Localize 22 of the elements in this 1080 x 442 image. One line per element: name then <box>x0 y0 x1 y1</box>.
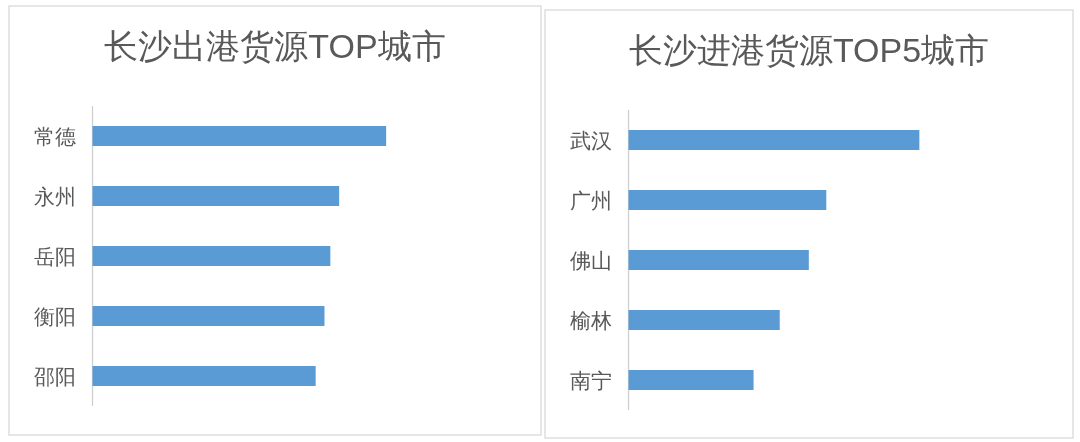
bar <box>92 366 316 386</box>
bar <box>628 310 780 330</box>
bar <box>92 186 340 206</box>
bar <box>92 246 331 266</box>
y-tick-label: 佛山 <box>569 248 612 272</box>
y-tick-label: 永州 <box>33 184 76 208</box>
y-tick-label: 岳阳 <box>33 244 76 268</box>
y-tick-label: 武汉 <box>569 128 612 152</box>
y-tick-label: 榆林 <box>569 308 612 332</box>
y-tick-label: 衡阳 <box>33 304 76 328</box>
y-tick-label: 南宁 <box>569 368 612 392</box>
y-tick-label: 广州 <box>569 188 612 212</box>
chart-title: 长沙出港货源TOP城市 <box>104 27 446 65</box>
y-tick-label: 邵阳 <box>33 364 76 388</box>
y-tick-label: 常德 <box>33 124 76 148</box>
bar <box>92 126 387 146</box>
bar <box>92 306 325 326</box>
bar <box>628 370 754 390</box>
bar <box>628 130 920 150</box>
bar <box>628 250 809 270</box>
chart-title: 长沙进港货源TOP5城市 <box>628 31 990 69</box>
bar <box>628 190 827 210</box>
